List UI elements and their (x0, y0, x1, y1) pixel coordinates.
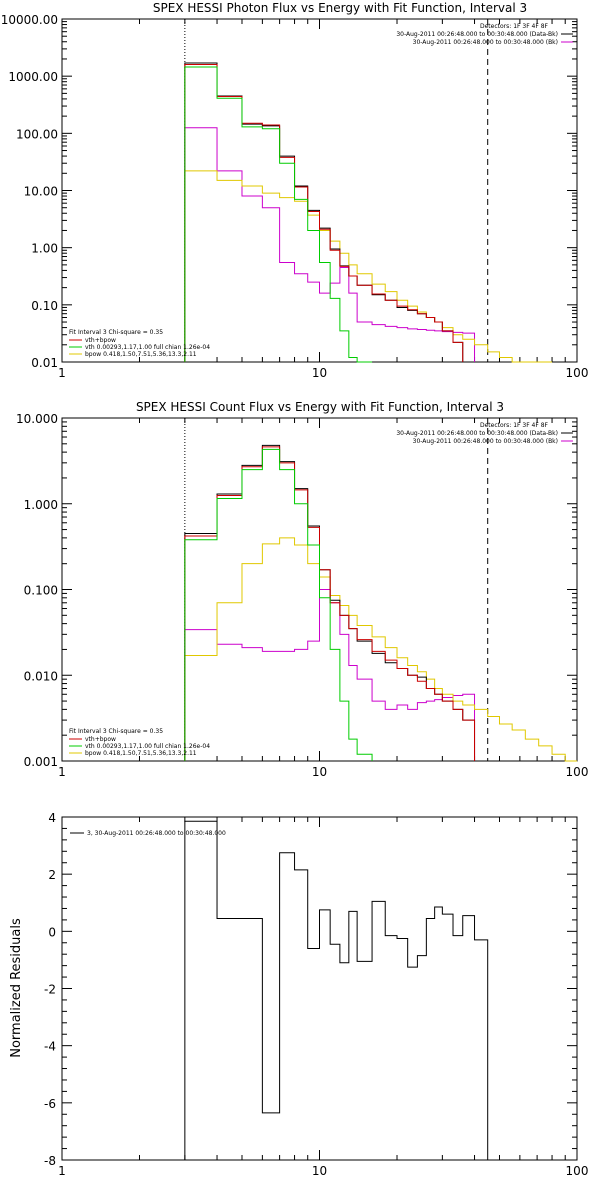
legend-fit-header: Fit Interval 3 Chi-square = 0.35 (69, 728, 163, 735)
axis-ticks: 1 10 100 10000.00 1000.00 100.00 10.00 1.00 0.10… (1, 13, 589, 380)
x-tick-label: 10 (312, 1164, 327, 1178)
series-group (184, 820, 489, 1160)
legend-bk: 30-Aug-2011 00:26:48.000 to 00:30:48.000… (413, 39, 558, 46)
legend-entry: vth 0.00293,1.17,1.00 full chian 1.26e-0… (85, 743, 210, 750)
residuals-series-line (184, 820, 489, 1160)
y-tick-label: 1000.00 (8, 70, 58, 84)
legend-entry: bpow 0.418,1.50,7.51,5.36,13.3,2.11 (85, 351, 197, 358)
y-tick-label: -4 (44, 1040, 56, 1054)
y-tick-label: 10000.00 (1, 13, 58, 27)
x-tick-label: 1 (58, 765, 66, 779)
reference-lines (184, 418, 489, 761)
legend-entry: vth+bpow (85, 337, 116, 344)
y-tick-label: 0.10 (31, 299, 58, 313)
y-tick-label: 0.100 (24, 584, 58, 598)
legend-fit-header: Fit Interval 3 Chi-square = 0.35 (69, 329, 163, 336)
legend-detectors: Detectors: 1F 3F 4F 8F (480, 422, 549, 429)
legend-data-bk: 30-Aug-2011 00:26:48.000 to 00:30:48.000… (396, 430, 558, 437)
y-tick-label: 100.00 (16, 127, 58, 141)
y-tick-label: 10.000 (16, 412, 58, 426)
y-tick-label: -8 (44, 1154, 56, 1168)
series-group (184, 62, 553, 363)
legend-entry: 3, 30-Aug-2011 00:26:48.000 to 00:30:48.… (87, 830, 226, 837)
y-tick-label: 0 (48, 925, 56, 939)
legend: 3, 30-Aug-2011 00:26:48.000 to 00:30:48.… (70, 830, 226, 837)
x-tick-label: 10 (312, 765, 327, 779)
y-tick-label: 2 (48, 868, 56, 882)
bkg-series-line (184, 589, 476, 761)
chart-title: SPEX HESSI Count Flux vs Energy with Fit… (136, 400, 504, 414)
legend-data-bk: 30-Aug-2011 00:26:48.000 to 00:30:48.000… (396, 31, 558, 38)
axis-ticks: 1 10 100 10.000 1.000 0.100 0.010 0.001 (16, 412, 588, 779)
residuals-panel: Normalized Residuals 1 10 100 4 2 0 -2 -4 -6 -8 3… (9, 811, 588, 1178)
bpow-series-line (184, 537, 577, 762)
y-tick-label: 1.00 (31, 242, 58, 256)
y-tick-label: 0.001 (24, 755, 58, 769)
legend-bk: 30-Aug-2011 00:26:48.000 to 00:30:48.000… (413, 438, 558, 445)
y-tick-label: -6 (44, 1097, 56, 1111)
count-flux-panel: SPEX HESSI Count Flux vs Energy with Fit… (16, 400, 588, 779)
x-tick-label: 100 (566, 1164, 589, 1178)
total-series-line (184, 446, 476, 761)
plot-frame (61, 18, 578, 363)
y-tick-label: 4 (48, 811, 56, 825)
y-tick-label: 0.010 (24, 669, 58, 683)
photon-flux-panel: SPEX HESSI Photon Flux vs Energy with Fi… (1, 1, 589, 380)
vth-series-line (184, 66, 373, 363)
bpow-series-line (184, 170, 553, 363)
axis-ticks: 1 10 100 4 2 0 -2 -4 -6 -8 (44, 811, 588, 1178)
bkg-series-line (184, 127, 476, 362)
y-axis-label: Normalized Residuals (9, 918, 24, 1058)
x-tick-label: 100 (566, 765, 589, 779)
series-group (184, 444, 577, 762)
legend-entry: vth 0.00293,1.17,1.00 full chian 1.26e-0… (85, 344, 210, 351)
y-tick-label: -2 (44, 983, 56, 997)
data-series-line (184, 62, 464, 362)
y-tick-label: 1.000 (24, 498, 58, 512)
vth-series-line (184, 448, 373, 761)
plot-frame (61, 816, 578, 1161)
y-tick-label: 10.00 (24, 185, 58, 199)
legend-entry: bpow 0.418,1.50,7.51,5.36,13.3,2.11 (85, 750, 197, 757)
x-tick-label: 10 (312, 366, 327, 380)
reference-lines (184, 19, 489, 362)
chart-title: SPEX HESSI Photon Flux vs Energy with Fi… (153, 1, 527, 15)
x-tick-label: 1 (58, 366, 66, 380)
x-tick-label: 100 (566, 366, 589, 380)
legend-detectors: Detectors: 1F 3F 4F 8F (480, 23, 549, 30)
legend-entry: vth+bpow (85, 736, 116, 743)
x-tick-label: 1 (58, 1164, 66, 1178)
total-series-line (184, 63, 464, 362)
y-tick-label: 0.01 (31, 356, 58, 370)
